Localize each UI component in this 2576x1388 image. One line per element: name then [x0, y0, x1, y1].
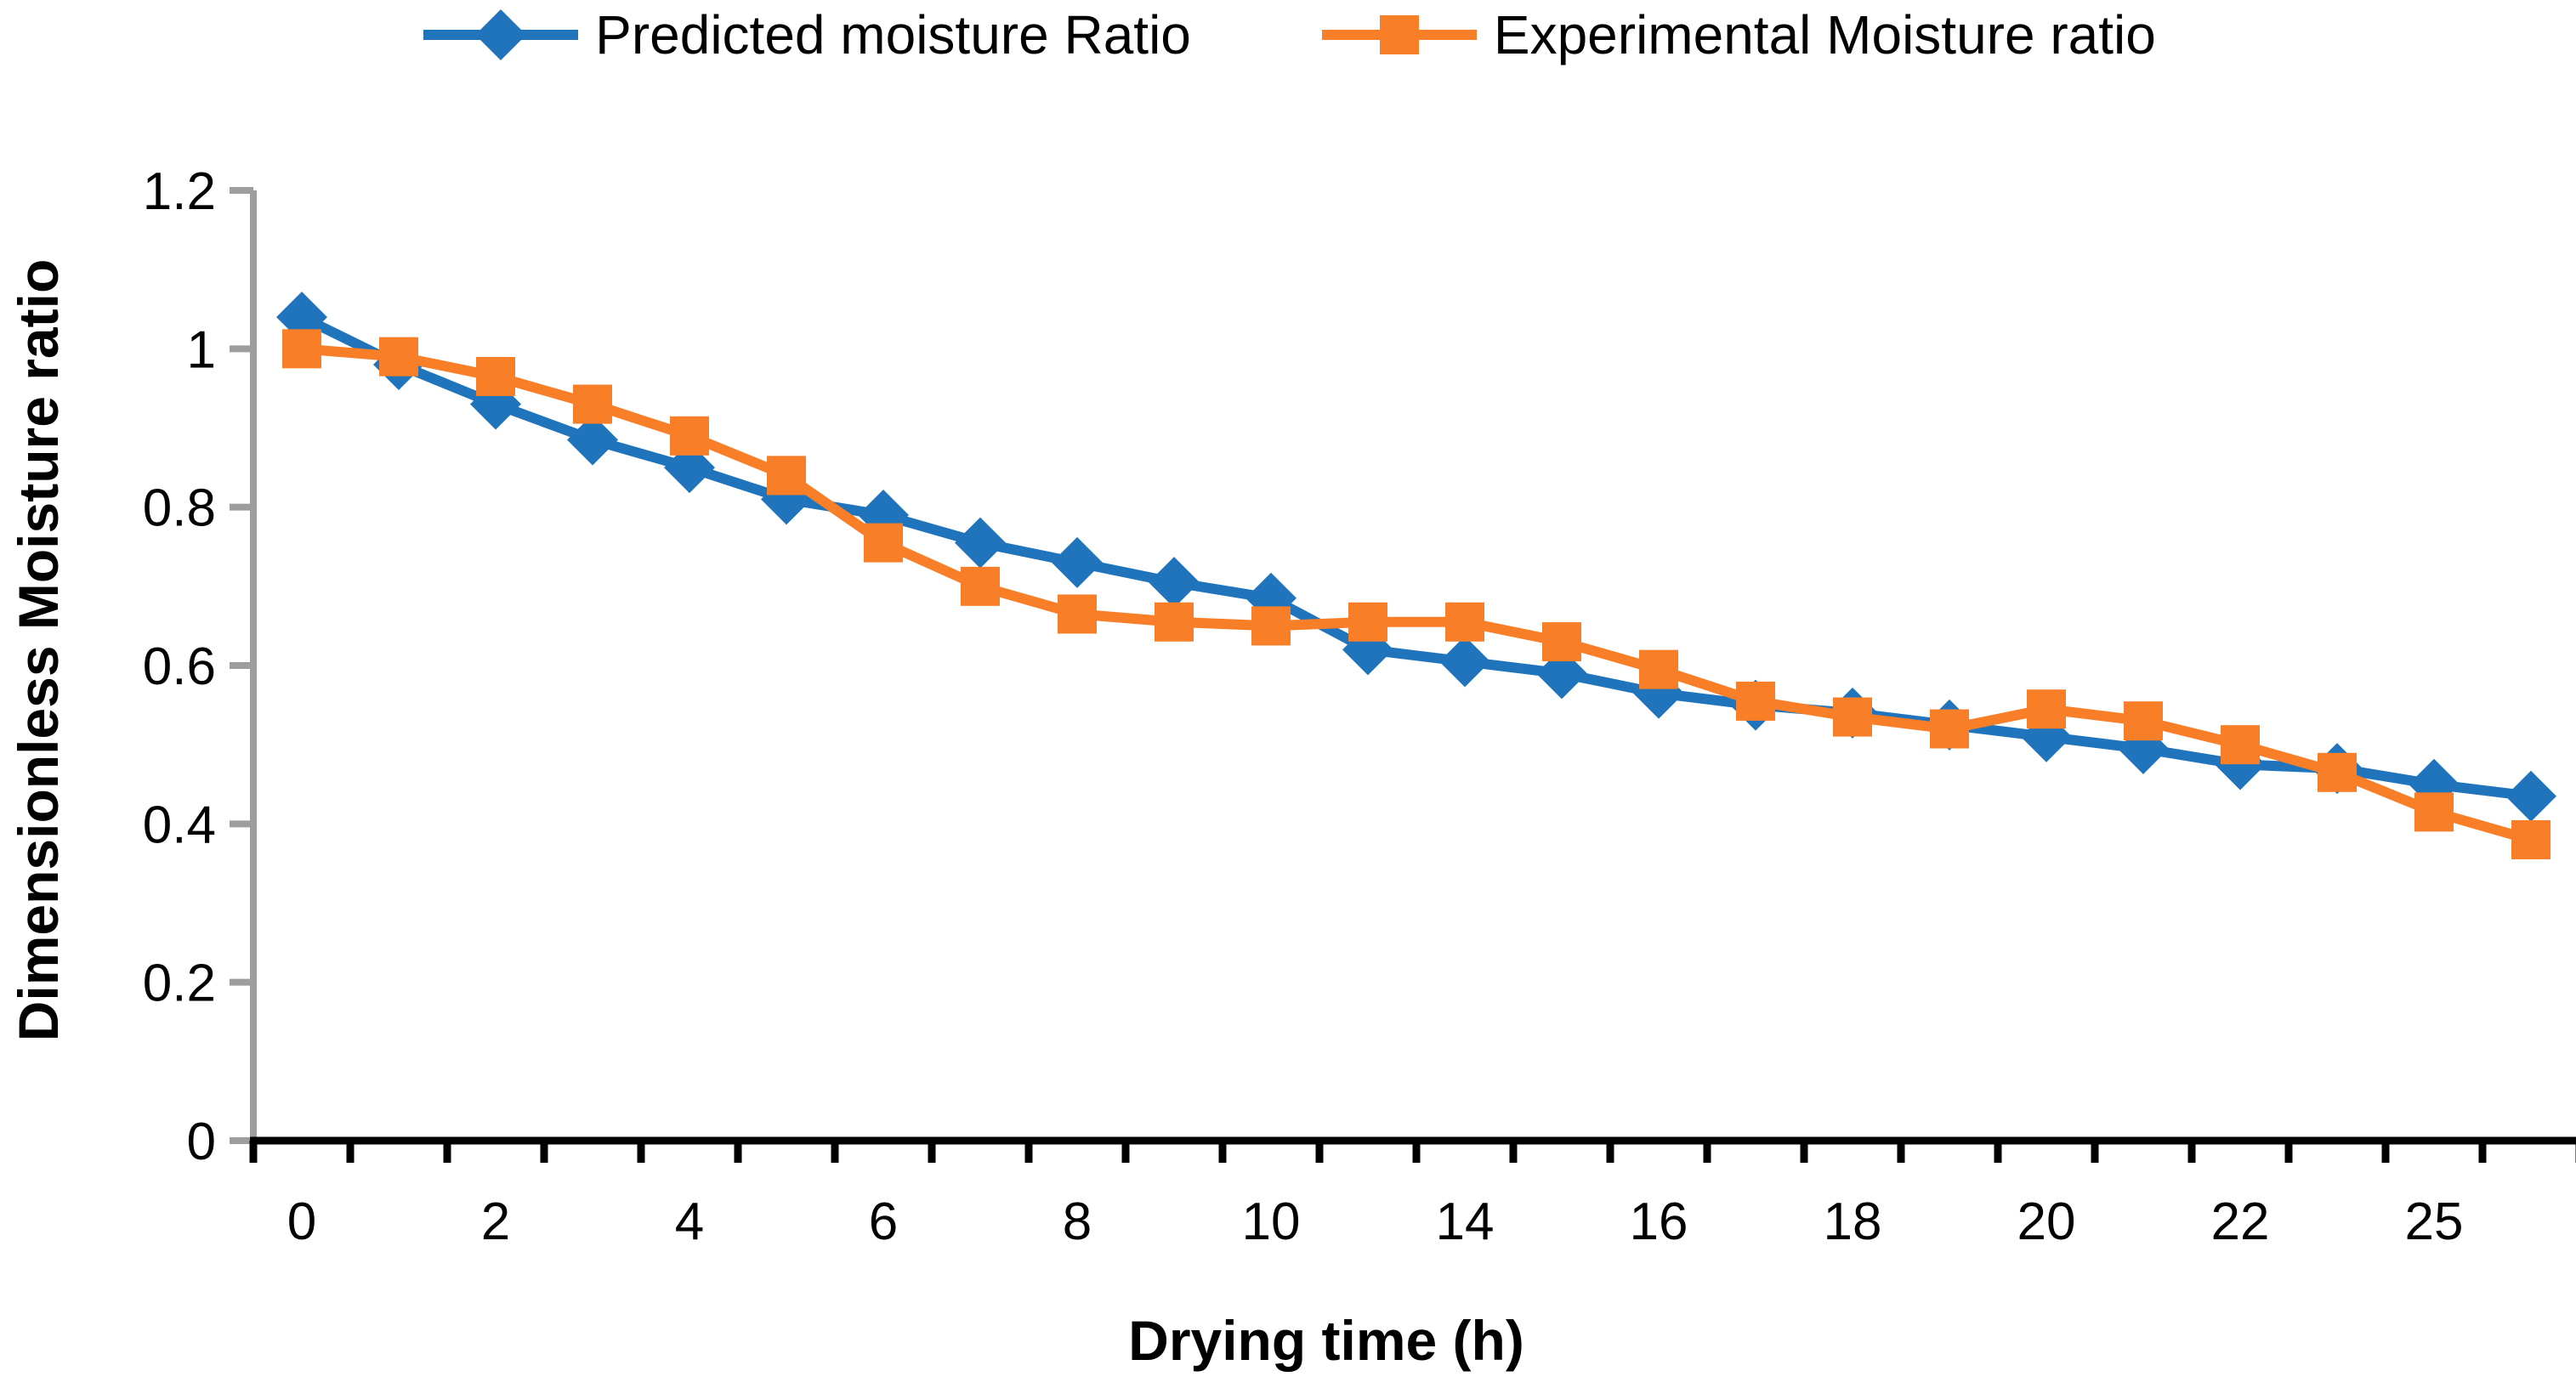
- series-experimental: [282, 329, 2550, 859]
- square-marker: [1058, 594, 1097, 634]
- diamond-marker: [1149, 557, 1200, 609]
- y-tick-label: 0.6: [143, 637, 216, 696]
- square-marker: [476, 356, 515, 396]
- square-marker: [1930, 709, 1969, 749]
- legend-item-predicted: Predicted moisture Ratio: [420, 3, 1191, 66]
- x-tick-label: 0: [287, 1193, 316, 1251]
- diamond-marker: [567, 414, 618, 466]
- x-tick-label: 22: [2211, 1193, 2270, 1251]
- square-marker: [1251, 606, 1291, 646]
- square-marker: [1833, 697, 1872, 737]
- series-line: [299, 312, 2532, 802]
- x-tick-label: 10: [1242, 1193, 1301, 1251]
- square-marker: [1542, 622, 1581, 662]
- square-marker: [1445, 602, 1484, 642]
- legend-label-experimental: Experimental Moisture ratio: [1493, 4, 2156, 65]
- square-marker: [2414, 792, 2454, 832]
- diamond-marker: [1439, 636, 1490, 688]
- y-tick-label: 0: [187, 1113, 216, 1171]
- x-tick-label: 14: [1436, 1193, 1495, 1251]
- square-marker: [1736, 681, 1775, 721]
- square-marker: [670, 416, 709, 456]
- y-tick-label: 0.4: [143, 796, 216, 854]
- x-tick-label: 18: [1824, 1193, 1882, 1251]
- square-marker-icon: [1321, 15, 1477, 54]
- x-tick-label: 2: [481, 1193, 510, 1251]
- x-tick-label: 8: [1063, 1193, 1092, 1251]
- x-tick-label: 20: [2017, 1193, 2076, 1251]
- square-marker: [2124, 701, 2163, 741]
- y-tick-label: 1: [187, 320, 216, 379]
- diamond-marker: [1052, 536, 1103, 588]
- diamond-marker: [955, 517, 1006, 569]
- square-marker: [2221, 725, 2260, 765]
- square-marker: [1348, 602, 1387, 642]
- y-tick-label: 1.2: [143, 162, 216, 221]
- diamond-marker-icon: [423, 9, 579, 60]
- x-axis-title: Drying time (h): [1128, 1309, 1524, 1372]
- square-marker: [864, 523, 903, 563]
- x-tick-label: 16: [1630, 1193, 1688, 1251]
- plot-area: 0 0.2 0.4 0.6 0.8 1 1.2 0 2 4 6 8 10 14 16 18 20 22 25: [143, 162, 2576, 1251]
- series-line: [301, 343, 2533, 845]
- square-marker: [282, 329, 321, 369]
- square-marker: [2027, 689, 2066, 729]
- square-marker: [767, 456, 806, 496]
- square-marker: [2318, 752, 2357, 792]
- legend: Predicted moisture Ratio Experimental Mo…: [0, 3, 2576, 66]
- square-marker: [573, 384, 612, 424]
- square-marker: [1639, 649, 1678, 689]
- y-tick-label: 0.2: [143, 955, 216, 1013]
- y-tick-label: 0.8: [143, 479, 216, 538]
- square-marker: [961, 566, 1000, 606]
- legend-label-predicted: Predicted moisture Ratio: [595, 4, 1191, 65]
- square-marker: [379, 337, 418, 377]
- legend-item-experimental: Experimental Moisture ratio: [1319, 3, 2156, 66]
- square-marker: [2511, 819, 2550, 859]
- diamond-marker: [2505, 770, 2556, 822]
- x-tick-label: 6: [869, 1193, 898, 1251]
- square-marker: [1155, 602, 1194, 642]
- x-tick-label: 25: [2405, 1193, 2464, 1251]
- x-tick-label: 4: [675, 1193, 704, 1251]
- y-axis-title: Dimensionless Moisture ratio: [7, 259, 70, 1042]
